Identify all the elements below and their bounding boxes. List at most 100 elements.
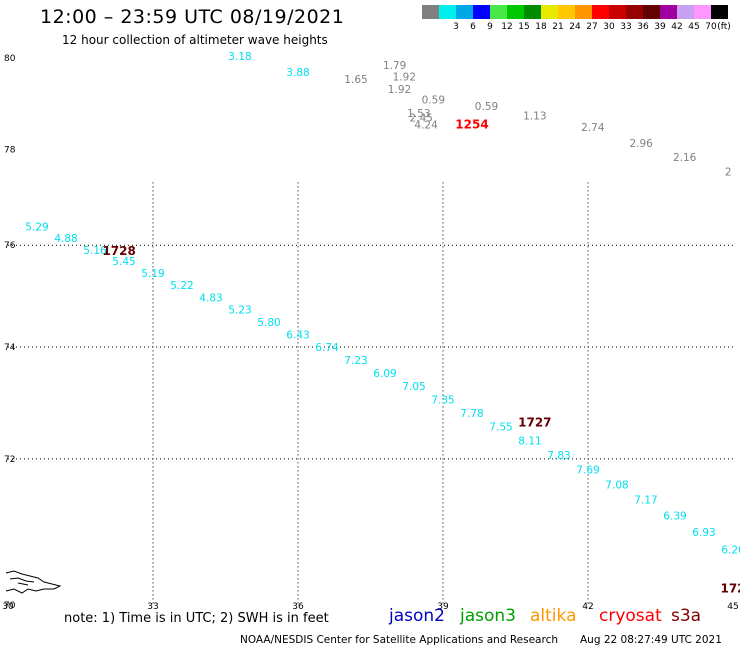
legend-label: 30 <box>603 22 615 32</box>
wave-height-value: 6.93 <box>692 527 715 539</box>
wave-height-value: 8.11 <box>518 436 541 448</box>
wave-height-value: 1.79 <box>383 60 406 72</box>
wave-height-value: 1.92 <box>388 84 411 96</box>
wave-height-value: 7.35 <box>431 394 454 406</box>
wave-height-value: 2.74 <box>581 122 605 134</box>
lat-tick-label: 74 <box>4 343 16 353</box>
wave-height-value: 7.69 <box>576 464 599 476</box>
wave-height-value: 3.88 <box>286 67 309 79</box>
lon-tick-label: 33 <box>147 602 158 612</box>
footer-note: note: 1) Time is in UTC; 2) SWH is in fe… <box>64 611 329 626</box>
legend-swatch <box>609 5 626 19</box>
coastline-shape <box>5 570 62 594</box>
wave-height-value: 1.53 <box>407 108 430 120</box>
legend-label: 6 <box>470 22 476 32</box>
sat-jason3: jason3 <box>460 606 516 626</box>
wave-height-value: 6.43 <box>286 330 309 342</box>
legend-swatch <box>626 5 643 19</box>
wave-height-value: 7.05 <box>402 381 425 393</box>
lat-tick-label: 80 <box>4 54 16 64</box>
lon-tick-label: 36 <box>292 602 304 612</box>
wave-height-value: 5.80 <box>257 317 280 329</box>
graticule: 30 33 36 39 42 45 70 72 74 76 78 80 <box>2 54 738 612</box>
legend-label: 18 <box>535 22 547 32</box>
legend-swatch <box>490 5 507 19</box>
lat-tick-label: 78 <box>4 145 16 155</box>
legend-label: 33 <box>620 22 632 32</box>
legend-swatch <box>694 5 711 19</box>
sat-s3a: s3a <box>671 606 702 626</box>
sat-jason2: jason2 <box>389 606 445 626</box>
legend-label: 45 <box>688 22 700 32</box>
wave-height-value: 5.29 <box>25 222 48 234</box>
lat-tick-label: 72 <box>4 455 15 465</box>
legend-swatch <box>558 5 575 19</box>
wave-height-value: 5.16 <box>83 245 107 257</box>
wave-height-value: 2.16 <box>673 152 697 164</box>
legend-swatch <box>575 5 592 19</box>
legend-label: 27 <box>586 22 598 32</box>
legend-swatch <box>439 5 456 19</box>
wave-height-value: 4.88 <box>54 233 77 245</box>
legend-label: 70 <box>705 22 717 32</box>
wave-height-value: 1.13 <box>523 110 546 122</box>
generated-timestamp: Aug 22 08:27:49 UTC 2021 <box>580 634 722 646</box>
lon-tick-label: 39 <box>437 602 449 612</box>
wave-height-value: 7.23 <box>344 355 367 367</box>
legend-swatch <box>592 5 609 19</box>
legend-swatch <box>643 5 660 19</box>
legend-swatch <box>507 5 524 19</box>
lon-tick-label: 42 <box>582 602 593 612</box>
wave-height-value: 0.59 <box>475 101 498 113</box>
legend-swatch <box>541 5 558 19</box>
legend-label: 42 <box>671 22 683 32</box>
map-title: 12:00 – 23:59 UTC 08/19/2021 <box>40 6 345 28</box>
wave-height-value: 3.18 <box>228 51 251 63</box>
legend-unit: (ft) <box>717 22 731 32</box>
pass-time-label: 1727 <box>518 416 551 430</box>
lon-tick-label: 30 <box>2 602 14 612</box>
wave-height-value: 7.55 <box>489 422 512 434</box>
legend-label: 9 <box>487 22 493 32</box>
lon-tick-label: 45 <box>727 602 738 612</box>
wave-height-value: 7.78 <box>460 408 483 420</box>
pass-time-label: 172 <box>720 581 740 595</box>
coastline <box>5 570 62 594</box>
wave-height-value: 4.83 <box>199 292 222 304</box>
wave-height-value: 7.08 <box>605 479 628 491</box>
legend-label: 21 <box>552 22 564 32</box>
wave-height-value: 1.92 <box>393 72 416 84</box>
map-subtitle: 12 hour collection of altimeter wave hei… <box>62 33 328 47</box>
legend-swatch <box>677 5 694 19</box>
sat-altika: altika <box>530 606 577 626</box>
legend-label: 39 <box>654 22 666 32</box>
wave-height-value: 2 <box>725 166 732 178</box>
wave-height-value: 2.45 <box>410 113 433 125</box>
legend-swatch <box>456 5 473 19</box>
wave-height-value: 6.20 <box>721 545 740 557</box>
legend-label: 24 <box>569 22 581 32</box>
legend-label: 15 <box>518 22 530 32</box>
wave-height-value: 7.17 <box>634 495 657 507</box>
credit-line: NOAA/NESDIS Center for Satellite Applica… <box>240 634 558 646</box>
wave-height-value: 1.65 <box>344 74 367 86</box>
wave-height-value: 6.74 <box>315 342 339 354</box>
wave-height-value: 6.39 <box>663 511 686 523</box>
wave-height-value: 5.45 <box>112 256 135 268</box>
wave-height-labels: 1.651.791.921.920.591.532.454.240.591.13… <box>25 51 740 595</box>
wave-height-value: 7.83 <box>547 450 570 462</box>
wave-height-value: 2.96 <box>629 138 653 150</box>
wave-height-value: 5.23 <box>228 305 251 317</box>
legend-swatch <box>711 5 728 19</box>
wave-height-value: 6.09 <box>373 368 396 380</box>
lat-tick-label: 76 <box>4 241 16 251</box>
wave-height-value: 4.24 <box>414 120 438 132</box>
wave-height-value: 5.22 <box>170 280 193 292</box>
lat-tick-label: 70 <box>4 601 16 611</box>
pass-time-label: 1254 <box>455 118 488 132</box>
legend-swatch <box>422 5 439 19</box>
sat-cryosat: cryosat <box>599 606 662 626</box>
legend-label: 3 <box>453 22 459 32</box>
